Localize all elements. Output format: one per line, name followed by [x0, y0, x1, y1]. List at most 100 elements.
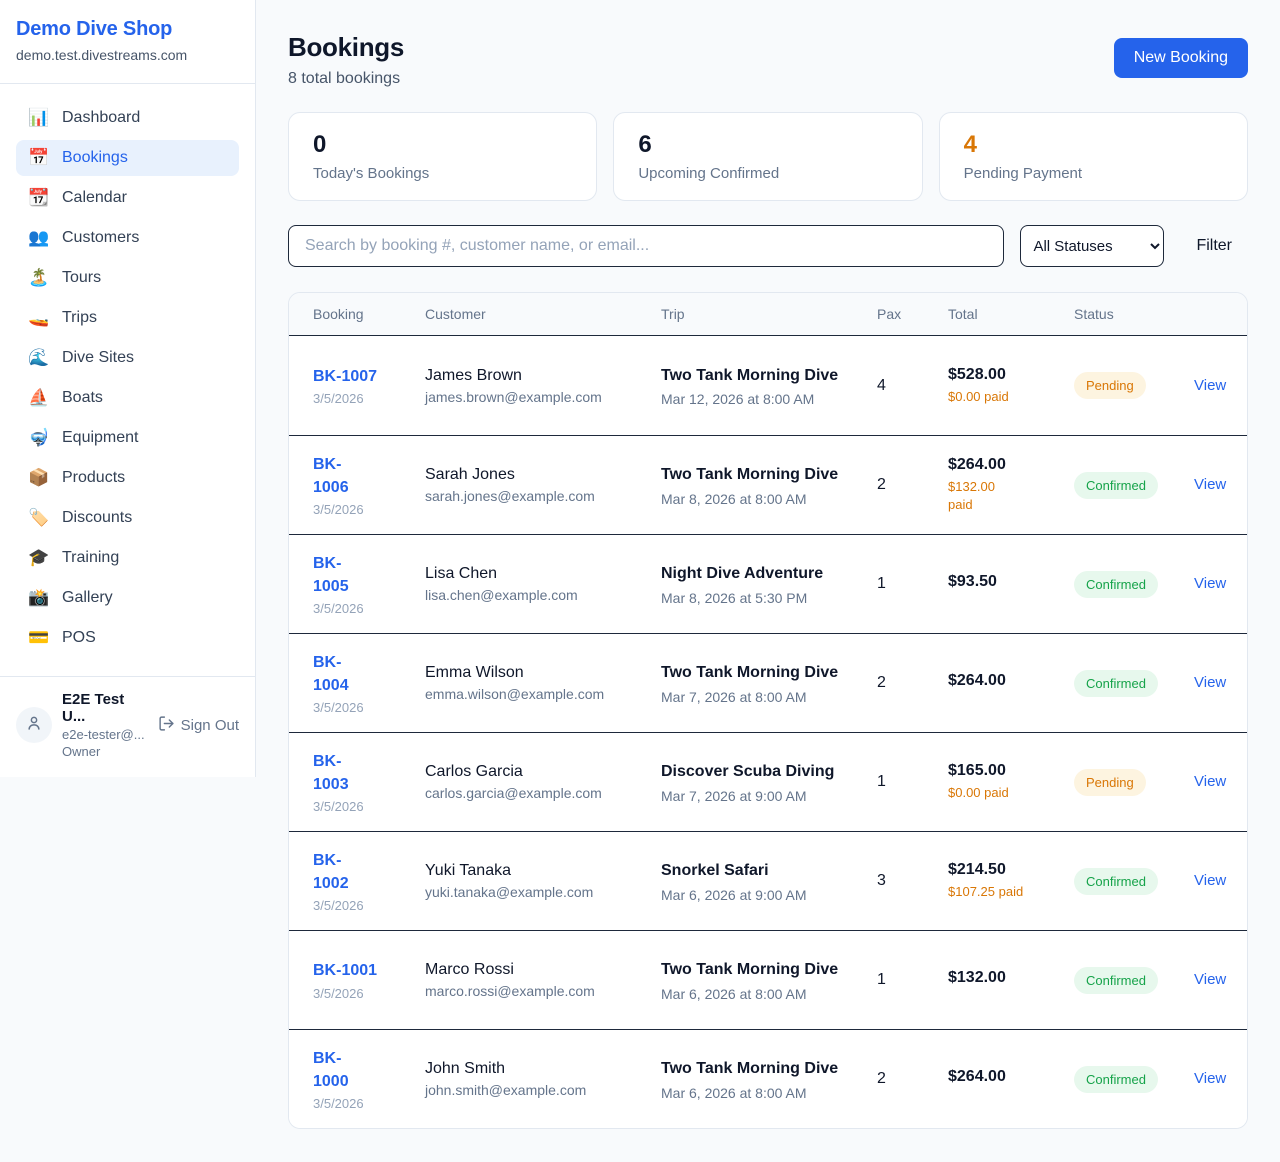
- sidebar-item-label: Equipment: [62, 429, 139, 446]
- paid-amount: $132.00 paid: [948, 479, 995, 512]
- person-icon: [25, 714, 43, 737]
- sidebar-item-customers[interactable]: 👥 Customers: [16, 220, 239, 256]
- view-link[interactable]: View: [1194, 376, 1227, 394]
- column-header-booking: Booking: [313, 306, 364, 322]
- sidebar-item-label: Dive Sites: [62, 349, 135, 366]
- sidebar-item-label: Discounts: [62, 509, 133, 526]
- main-content: Bookings 8 total bookings New Booking 0 …: [256, 0, 1280, 1161]
- booking-date: 3/5/2026: [313, 700, 364, 716]
- bar-chart-icon: 📊: [28, 108, 50, 127]
- trip-datetime: Mar 7, 2026 at 9:00 AM: [661, 787, 807, 804]
- booking-id-link[interactable]: BK- 1004: [313, 653, 349, 694]
- stats-row: 0 Today's Bookings 6 Upcoming Confirmed …: [288, 112, 1248, 201]
- trip-datetime: Mar 7, 2026 at 8:00 AM: [661, 688, 807, 705]
- stat-value: 4: [963, 131, 978, 158]
- sidebar: Demo Dive Shop demo.test.divestreams.com…: [0, 0, 256, 777]
- customer-name: Marco Rossi: [425, 961, 514, 978]
- paid-amount: $0.00 paid: [948, 785, 1009, 801]
- booking-date: 3/5/2026: [313, 601, 364, 617]
- bookings-table: Booking Customer Trip Pax Total Status B…: [288, 292, 1248, 1129]
- booking-id-link[interactable]: BK-1001: [313, 962, 378, 980]
- filter-button[interactable]: Filter: [1180, 237, 1248, 255]
- booking-date: 3/5/2026: [313, 898, 364, 914]
- trip-datetime: Mar 6, 2026 at 8:00 AM: [661, 1084, 807, 1101]
- booking-id-link[interactable]: BK- 1006: [313, 455, 349, 496]
- view-link[interactable]: View: [1194, 476, 1227, 493]
- user-email: e2e-tester@...: [62, 727, 145, 742]
- new-booking-button[interactable]: New Booking: [1113, 38, 1248, 78]
- total-amount: $528.00: [948, 365, 1006, 383]
- sidebar-nav: 📊 Dashboard 📅 Bookings 📆 Calendar 👥 Customer…: [0, 84, 255, 668]
- booking-id-link[interactable]: BK- 1003: [313, 752, 349, 793]
- booking-id-link[interactable]: BK- 1005: [313, 554, 349, 595]
- sidebar-item-discounts[interactable]: 🏷️ Discounts: [16, 500, 239, 536]
- trip-name: Night Dive Adventure: [661, 565, 824, 583]
- user-name: E2E Test U...: [62, 691, 125, 725]
- pax-count: 1: [877, 575, 886, 592]
- page-title: Bookings: [288, 32, 405, 62]
- sidebar-item-tours[interactable]: 🏝️ Tours: [16, 260, 239, 296]
- column-header-customer: Customer: [425, 306, 486, 322]
- booking-id-link[interactable]: BK- 1000: [313, 1049, 349, 1090]
- stat-label: Pending Payment: [963, 165, 1083, 182]
- stat-card-pending-payment: 4 Pending Payment: [938, 112, 1248, 201]
- user-role: Owner: [62, 744, 101, 759]
- table-row: BK-1007 3/5/2026 James Brown james.brown@e…: [289, 336, 1247, 435]
- sign-out-button[interactable]: Sign Out: [158, 715, 239, 736]
- status-badge: Confirmed: [1074, 570, 1158, 598]
- view-link[interactable]: View: [1194, 1070, 1227, 1087]
- stat-value: 6: [638, 131, 652, 158]
- table-row: BK- 1002 3/5/2026 Yuki Tanaka yuki.tanaka@…: [289, 831, 1247, 930]
- booking-id-link[interactable]: BK- 1002: [313, 851, 349, 892]
- sidebar-item-label: Calendar: [62, 189, 127, 206]
- view-link[interactable]: View: [1194, 872, 1227, 889]
- view-link[interactable]: View: [1194, 971, 1227, 988]
- search-input[interactable]: [288, 225, 1005, 267]
- sidebar-item-label: Training: [62, 549, 120, 566]
- sidebar-item-dashboard[interactable]: 📊 Dashboard: [16, 100, 239, 136]
- status-filter-select[interactable]: All Statuses: [1020, 225, 1165, 267]
- table-row: BK- 1004 3/5/2026 Emma Wilson emma.wilson@…: [289, 633, 1247, 732]
- view-link[interactable]: View: [1194, 575, 1227, 592]
- tear-calendar-icon: 📆: [28, 188, 50, 207]
- table-row: BK- 1000 3/5/2026 John Smith john.smith@ex…: [289, 1029, 1247, 1128]
- booking-id-link[interactable]: BK-1007: [313, 367, 378, 385]
- diving-mask-icon: 🤿: [28, 428, 50, 447]
- view-link[interactable]: View: [1194, 773, 1227, 790]
- sidebar-item-products[interactable]: 📦 Products: [16, 460, 239, 496]
- pax-count: 1: [877, 773, 886, 790]
- customer-name: Lisa Chen: [425, 565, 498, 582]
- customer-email: emma.wilson@example.com: [425, 686, 605, 702]
- trip-name: Discover Scuba Diving: [661, 763, 835, 781]
- total-amount: $264.00: [948, 672, 1006, 689]
- credit-card-icon: 💳: [28, 628, 50, 647]
- sidebar-item-pos[interactable]: 💳 POS: [16, 620, 239, 656]
- sidebar-item-gallery[interactable]: 📸 Gallery: [16, 580, 239, 616]
- table-row: BK- 1005 3/5/2026 Lisa Chen lisa.chen@exam…: [289, 534, 1247, 633]
- booking-date: 3/5/2026: [313, 502, 364, 518]
- paid-amount: $0.00 paid: [948, 388, 1009, 404]
- graduation-cap-icon: 🎓: [28, 548, 50, 567]
- sidebar-item-label: POS: [62, 629, 96, 646]
- total-amount: $264.00: [948, 1068, 1006, 1085]
- total-amount: $132.00: [948, 969, 1006, 986]
- sign-out-label: Sign Out: [180, 716, 239, 734]
- status-badge: Pending: [1074, 768, 1146, 796]
- sidebar-item-boats[interactable]: ⛵ Boats: [16, 380, 239, 416]
- total-amount: $165.00: [948, 762, 1006, 780]
- toolbar: All Statuses Filter: [288, 225, 1248, 267]
- sidebar-item-trips[interactable]: 🚤 Trips: [16, 300, 239, 336]
- sidebar-item-equipment[interactable]: 🤿 Equipment: [16, 420, 239, 456]
- sidebar-item-training[interactable]: 🎓 Training: [16, 540, 239, 576]
- total-amount: $214.50: [948, 861, 1006, 879]
- trip-name: Two Tank Morning Dive: [661, 466, 839, 484]
- sidebar-item-bookings[interactable]: 📅 Bookings: [16, 140, 239, 176]
- shop-domain: demo.test.divestreams.com: [16, 47, 188, 63]
- booking-date: 3/5/2026: [313, 391, 364, 407]
- status-badge: Confirmed: [1074, 669, 1158, 697]
- sidebar-item-label: Bookings: [62, 149, 128, 166]
- sidebar-item-dive-sites[interactable]: 🌊 Dive Sites: [16, 340, 239, 376]
- customer-name: Emma Wilson: [425, 664, 524, 681]
- view-link[interactable]: View: [1194, 674, 1227, 691]
- sidebar-item-calendar[interactable]: 📆 Calendar: [16, 180, 239, 216]
